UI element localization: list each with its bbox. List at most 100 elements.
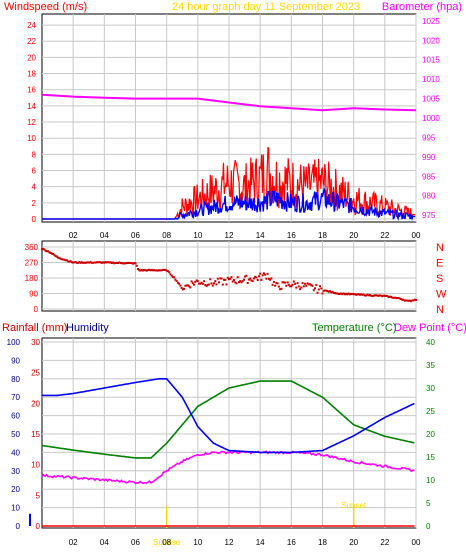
humidity-tick: 100 [7,338,21,347]
windspeed-axis-label: Windspeed (m/s) [4,1,87,13]
windspeed-tick: 24 [27,21,36,30]
direction-point [75,261,78,264]
direction-point [231,280,234,283]
direction-point [165,269,168,272]
direction-point [267,277,270,280]
direction-point [92,261,95,264]
direction-point [407,299,410,302]
direction-point [154,269,157,272]
direction-point [132,262,134,265]
direction-point [208,283,211,286]
humidity-tick: 10 [11,504,20,513]
direction-point [280,287,283,290]
direction-point [249,277,252,280]
x-tick: 00 [412,231,421,240]
direction-point [82,261,85,264]
direction-point [277,285,280,288]
windspeed-tick: 12 [27,118,36,127]
direction-point [123,262,126,265]
direction-point [342,292,345,295]
direction-point [47,250,50,253]
direction-degree-tick: 0 [34,305,39,314]
direction-point [371,294,374,297]
x-tick: 20 [349,231,358,240]
direction-point [388,295,391,298]
temperature-line [41,380,415,459]
direction-degree-tick: 90 [29,290,38,299]
direction-point [52,253,55,255]
temperature-tick: 0 [426,522,431,531]
rainfall-tick: 20 [31,399,40,408]
direction-point [87,261,90,264]
direction-point [70,261,73,264]
rainfall-tick: 30 [31,338,40,347]
direction-point [43,248,46,251]
direction-point [156,269,159,272]
direction-point [119,261,122,264]
direction-point [401,298,404,301]
direction-point [93,261,96,264]
x-tick: 02 [69,231,78,240]
direction-point [99,261,102,264]
direction-point [194,280,197,283]
direction-point [306,282,309,285]
x-tick: 14 [256,538,265,547]
direction-compass-tick: E [436,258,443,270]
direction-point [406,299,409,302]
direction-point [357,293,360,296]
direction-point [229,277,232,280]
direction-point [112,261,115,264]
dew-point-line [41,450,415,485]
direction-point [59,257,62,260]
panel1-x-tick-labels: 02 04 06 08 10 12 14 16 18 20 22 00 [69,231,421,240]
direction-point [228,278,230,281]
direction-point [269,278,272,281]
x-tick: 18 [318,538,327,547]
direction-point [158,269,161,272]
direction-point [85,261,88,264]
direction-point [77,261,80,264]
direction-point [69,260,72,263]
direction-point [314,287,316,290]
direction-point [265,277,268,280]
direction-point [188,285,191,288]
barometer-tick: 1010 [422,75,440,84]
direction-point [367,294,370,297]
direction-point [321,292,324,295]
direction-point [281,281,284,284]
direction-point [350,293,353,295]
direction-point [390,295,393,298]
direction-point [387,296,390,299]
direction-point [133,262,136,264]
direction-point [190,280,193,283]
rainfall-tick: 15 [31,430,40,439]
direction-point [264,273,267,276]
direction-point [325,289,328,292]
direction-point [312,289,315,292]
direction-point [317,288,320,291]
temperature-tick: 25 [426,407,435,416]
rainfall-tick: 0 [36,522,41,531]
direction-point [396,297,399,300]
direction-point [330,291,333,294]
direction-point [130,262,133,265]
direction-point [164,268,167,271]
direction-point [256,279,259,281]
chart-title: 24 hour graph day 11 September 2023 [172,1,360,13]
direction-point [294,282,297,285]
sun-events: Sunrise Sunset [153,501,367,547]
direction-point [171,276,174,278]
dewpoint-axis-label: Dew Point (°C) [394,322,466,334]
direction-point [304,282,306,285]
direction-point [95,261,98,264]
direction-point [100,261,103,264]
barometer-tick: 995 [422,133,436,142]
direction-point [271,283,274,286]
direction-point [310,284,313,287]
direction-point [219,277,222,280]
direction-point [114,262,117,264]
direction-point [397,297,400,299]
direction-point [120,262,123,265]
direction-point [339,292,341,295]
